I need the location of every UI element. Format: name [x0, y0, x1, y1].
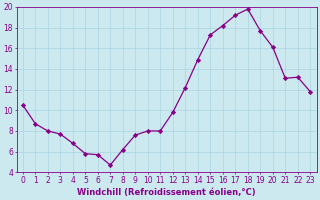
X-axis label: Windchill (Refroidissement éolien,°C): Windchill (Refroidissement éolien,°C) — [77, 188, 256, 197]
